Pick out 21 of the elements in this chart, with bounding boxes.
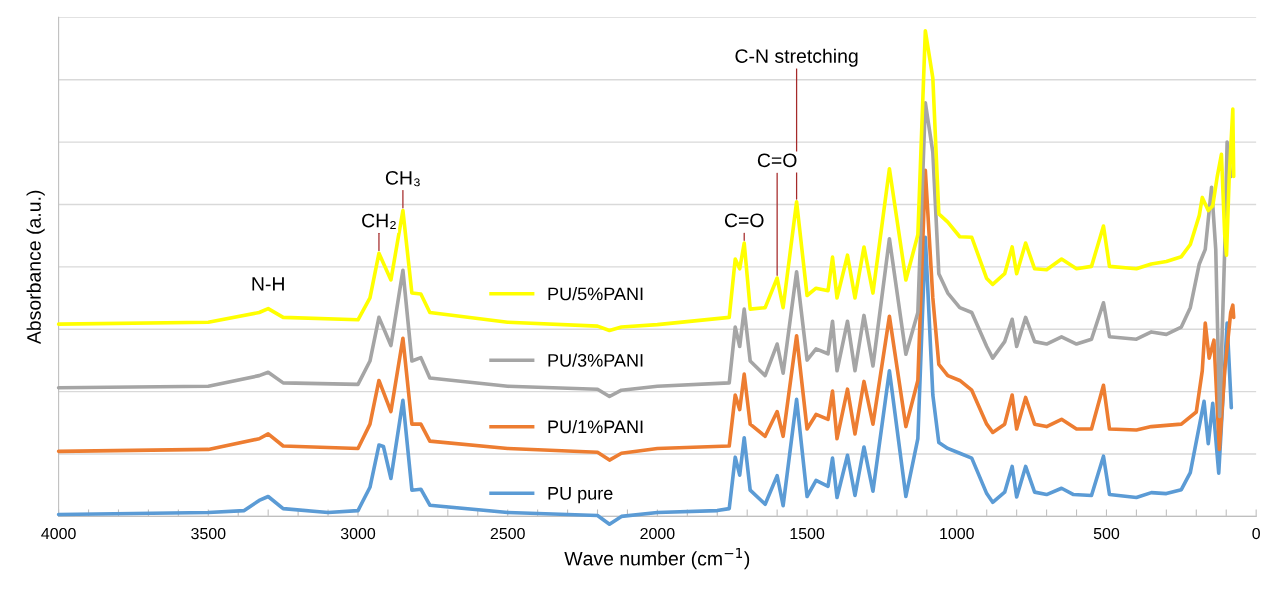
- annotation: C=O: [724, 213, 764, 228]
- annotation: N-H: [252, 277, 284, 291]
- legend-label: PU pure: [548, 487, 613, 504]
- annotation: CH₃: [385, 170, 420, 187]
- x-tick-label: 0: [1252, 527, 1260, 540]
- x-tick-label: 3500: [191, 527, 226, 540]
- x-axis-title: Wave number (cm$^{−1}$): [564, 547, 750, 570]
- annotation: CH₂: [362, 213, 396, 229]
- x-tick-label: 2000: [640, 527, 675, 540]
- legend-label: PU/1%PANI: [548, 419, 643, 434]
- x-tick-label: 500: [1093, 527, 1120, 540]
- x-tick-label: 1500: [790, 527, 825, 540]
- annotation: C-N stretching: [735, 48, 858, 67]
- y-axis-title: Absorbance (a.u.): [26, 190, 45, 345]
- annotation: C=O: [757, 153, 797, 168]
- x-tick-label: 2500: [490, 527, 525, 540]
- x-tick-label: 4000: [41, 527, 76, 540]
- legend-label: PU/3%PANI: [548, 353, 643, 367]
- x-tick-label: 3000: [340, 527, 376, 540]
- x-tick-label: 1000: [940, 527, 974, 540]
- legend-label: PU/5%PANI: [548, 286, 643, 301]
